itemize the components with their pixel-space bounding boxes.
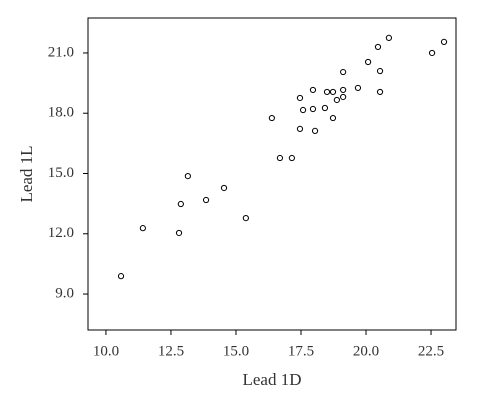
point: [268, 114, 275, 122]
point: [296, 125, 304, 132]
x-axis-title: Lead 1D: [242, 370, 301, 389]
point: [276, 154, 284, 162]
point: [333, 96, 340, 104]
point: [340, 68, 347, 76]
y-axis-title: Lead 1L: [17, 145, 36, 202]
point: [184, 173, 191, 180]
point: [428, 49, 436, 57]
point: [329, 88, 337, 96]
point: [220, 184, 228, 192]
point: [311, 127, 319, 135]
point: [385, 34, 393, 41]
x-tick-label: 20.0: [353, 343, 379, 359]
y-tick-label: 9.0: [55, 285, 74, 301]
x-tick-label: 10.0: [93, 343, 119, 359]
point: [329, 114, 337, 122]
point: [364, 58, 372, 66]
point: [139, 225, 146, 232]
x-tick-label: 15.0: [223, 343, 249, 359]
point: [376, 88, 384, 96]
x-tick-label: 22.5: [418, 343, 444, 359]
point: [309, 86, 317, 94]
point: [296, 94, 304, 102]
point: [175, 229, 183, 237]
point: [374, 43, 382, 51]
point: [202, 196, 210, 204]
point: [354, 84, 362, 92]
point: [440, 38, 448, 46]
y-tick-label: 21.0: [48, 44, 74, 60]
point: [299, 106, 307, 114]
point: [288, 154, 295, 162]
point: [376, 67, 384, 75]
point: [340, 86, 347, 94]
point: [117, 273, 125, 280]
point: [242, 214, 249, 222]
y-tick-label: 12.0: [48, 225, 74, 241]
point: [177, 200, 184, 208]
point: [321, 104, 329, 112]
point: [340, 93, 347, 101]
plot-frame: [87, 17, 457, 331]
y-tick-label: 18.0: [48, 105, 74, 121]
y-tick-label: 15.0: [48, 165, 74, 181]
point: [309, 105, 317, 113]
x-tick-label: 17.5: [288, 343, 314, 359]
point: [323, 88, 331, 96]
x-tick-label: 12.5: [158, 343, 184, 359]
